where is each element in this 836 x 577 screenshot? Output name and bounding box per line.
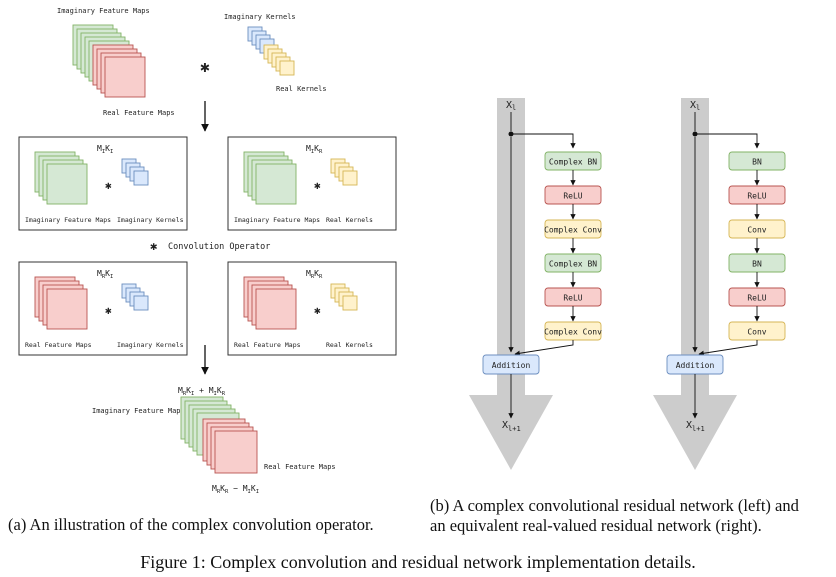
input-label: Xl <box>690 100 700 112</box>
addition-label: Addition <box>492 361 531 370</box>
top-imaginary-maps-label: Imaginary Feature Maps <box>57 7 150 15</box>
result-imaginary-maps-label: Imaginary Feature Maps <box>92 407 185 415</box>
result-real-maps-label: Real Feature Maps <box>264 463 336 471</box>
legend-convolution-symbol: ✱ <box>150 239 157 253</box>
complex-residual-network: Xl Complex BN ReLU Complex Conv Complex BN Re… <box>469 98 602 470</box>
box-convolution-symbol: ✱ <box>105 179 112 192</box>
box-feature-map-4 <box>46 288 88 330</box>
box-kernel-4 <box>133 295 149 311</box>
real-kernel-5 <box>279 60 295 76</box>
layer-block-label: Complex BN <box>549 260 597 269</box>
box-maps-label: Imaginary Feature Maps <box>25 216 111 224</box>
box-maps-label: Real Feature Maps <box>234 341 301 349</box>
product-box-mr-ki: MRKI ✱ Real Feature Maps Imaginary Kernels <box>18 261 188 356</box>
box-kernel-4 <box>133 170 149 186</box>
top-kernel-stack <box>247 26 295 76</box>
box-feature-map-4 <box>255 163 297 205</box>
box-kernel-4 <box>342 170 358 186</box>
layer-block-label: ReLU <box>747 192 766 201</box>
layer-block-label: Conv <box>747 328 766 337</box>
addition-label: Addition <box>676 361 715 370</box>
layer-block-label: Complex Conv <box>544 328 602 337</box>
result-bottom-formula: MRKR − MIKI <box>212 484 259 495</box>
box-maps-label: Imaginary Feature Maps <box>234 216 320 224</box>
real-feature-map-4 <box>104 56 146 98</box>
caption-b-line2: an equivalent real-valued residual netwo… <box>430 516 762 535</box>
result-real-map-4 <box>214 430 258 474</box>
product-box-mi-kr: MIKR ✱ Imaginary Feature Maps Real Kernels <box>227 136 397 231</box>
box-kernel-4 <box>342 295 358 311</box>
box-kernels-label: Real Kernels <box>326 216 373 224</box>
product-box-mr-kr: MRKR ✱ Real Feature Maps Real Kernels <box>227 261 397 356</box>
layer-block-label: BN <box>752 158 762 167</box>
box-feature-map-4 <box>255 288 297 330</box>
box-convolution-symbol: ✱ <box>105 304 112 317</box>
result-top-formula: MRKI + MIKR <box>178 386 226 397</box>
product-box-title: MRKR <box>306 269 323 280</box>
layer-block-label: ReLU <box>747 294 766 303</box>
layer-block-label: ReLU <box>563 294 582 303</box>
box-maps-label: Real Feature Maps <box>25 341 92 349</box>
input-label: Xl <box>506 100 516 112</box>
figure-caption: Figure 1: Complex convolution and residu… <box>140 552 696 572</box>
box-feature-map-4 <box>46 163 88 205</box>
result-feature-map-stack <box>180 396 258 474</box>
layer-block-label: Complex BN <box>549 158 597 167</box>
box-kernels-label: Imaginary Kernels <box>117 216 184 224</box>
product-box-title: MIKI <box>97 144 113 155</box>
layer-block-label: Conv <box>747 226 766 235</box>
product-box-title: MIKR <box>306 144 323 155</box>
top-imaginary-kernels-label: Imaginary Kernels <box>224 13 296 21</box>
product-box-title: MRKI <box>97 269 113 280</box>
box-kernels-label: Imaginary Kernels <box>117 341 184 349</box>
caption-b-line1: (b) A complex convolutional residual net… <box>430 496 799 515</box>
box-kernels-label: Real Kernels <box>326 341 373 349</box>
layer-block-label: ReLU <box>563 192 582 201</box>
legend-convolution-operator: Convolution Operator <box>168 242 270 252</box>
layer-block-label: Complex Conv <box>544 226 602 235</box>
product-box-mi-ki: MIKI ✱ Imaginary Feature Maps Imaginary Ker… <box>18 136 188 231</box>
top-real-kernels-label: Real Kernels <box>276 85 327 93</box>
layer-block-label: BN <box>752 260 762 269</box>
box-convolution-symbol: ✱ <box>314 179 321 192</box>
top-real-maps-label: Real Feature Maps <box>103 109 175 117</box>
top-feature-map-stack <box>72 24 146 98</box>
caption-b: (b) A complex convolutional residual net… <box>430 496 799 536</box>
box-convolution-symbol: ✱ <box>314 304 321 317</box>
convolution-symbol: ✱ <box>200 57 210 76</box>
panel-a-complex-convolution: Imaginary Feature Maps Real Feature Maps… <box>18 7 397 495</box>
caption-a: (a) An illustration of the complex convo… <box>8 515 374 534</box>
